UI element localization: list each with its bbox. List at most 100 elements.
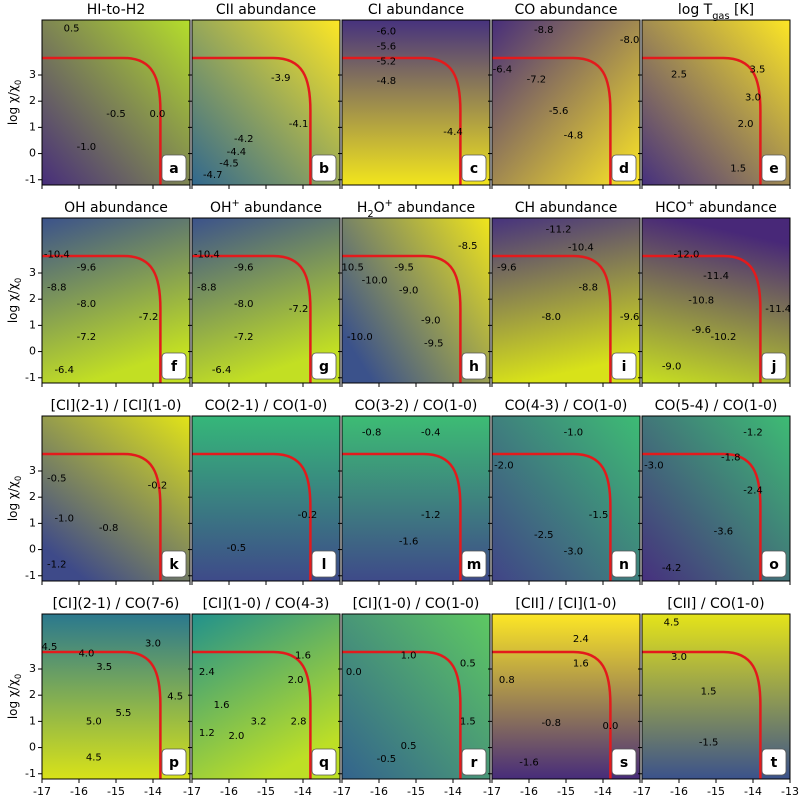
contour-label: 1.6 bbox=[573, 659, 589, 670]
panel-label-box bbox=[761, 154, 787, 182]
text-part: [CII] / [CI](1-0) bbox=[515, 596, 616, 612]
plot-area: -6.0 -5.6 -5.2 -4.8 -4.4 bbox=[342, 27, 463, 185]
contour-label: -8.0 bbox=[234, 299, 254, 310]
boundary-curve bbox=[492, 254, 612, 383]
contour-label: -1.5 bbox=[589, 510, 609, 521]
panel-label-box bbox=[761, 352, 787, 380]
contour-label: -4.7 bbox=[203, 170, 223, 181]
contour-label: -8.8 bbox=[47, 282, 67, 293]
panel: -8.5 -10.5 -10.0 -9.5 -9.0 -9.0 -10.0 -9.5 h H2O+… bbox=[338, 198, 491, 387]
panel-label: i bbox=[622, 359, 627, 375]
contour-label: -11.2 bbox=[546, 225, 572, 236]
text-part: 2 bbox=[367, 209, 373, 220]
contour-label: 0.0 bbox=[346, 667, 362, 678]
contour-label: -7.2 bbox=[527, 74, 547, 85]
contour-label: -1.0 bbox=[564, 428, 584, 439]
panel-label: r bbox=[471, 755, 478, 771]
text-part: CO abundance bbox=[514, 2, 617, 18]
plot-area: 1.0 0.5 0.0 1.5 0.5 -0.5 bbox=[342, 650, 476, 779]
contour-label: 3.0 bbox=[145, 639, 161, 650]
panel-label-box bbox=[611, 154, 637, 182]
text-part: OH abundance bbox=[64, 200, 168, 216]
plot-area: 4.5 4.03.5 3.0 5.0 5.5 4.5 4.5 bbox=[41, 639, 183, 779]
x-tick-label: -14 bbox=[294, 785, 312, 798]
contour-label: -10.4 bbox=[568, 243, 594, 254]
y-tick-label: 2 bbox=[29, 688, 36, 701]
contour-label: 4.5 bbox=[41, 642, 57, 653]
x-tick-label: -15 bbox=[257, 785, 275, 798]
boundary-curve bbox=[342, 452, 462, 581]
panel-title: OH abundance bbox=[64, 200, 168, 216]
boundary-curve bbox=[42, 452, 162, 581]
boundary-curve bbox=[42, 56, 162, 185]
y-tick-label: -1 bbox=[25, 371, 36, 384]
plot-area: -10.4 -9.6 -8.8 -8.0 -7.2 -7.2 -6.4 bbox=[42, 249, 162, 383]
x-tick-label: -14 bbox=[594, 785, 612, 798]
panel-label: g bbox=[319, 359, 329, 375]
contour-label: 1.0 bbox=[401, 650, 417, 661]
panel-label: m bbox=[467, 557, 482, 573]
contour-label: -6.4 bbox=[54, 365, 74, 376]
contour-label: 4.0 bbox=[78, 649, 94, 660]
panel-label-box bbox=[161, 154, 187, 182]
contour-label: -4.2 bbox=[234, 134, 254, 145]
contour-label: -4.2 bbox=[662, 563, 682, 574]
panel-title: CO(2-1) / CO(1-0) bbox=[205, 398, 328, 414]
contour-label: -0.8 bbox=[362, 428, 382, 439]
contour-label: -9.6 bbox=[620, 312, 640, 323]
contour-label: -4.5 bbox=[219, 159, 239, 170]
panel-title: CII abundance bbox=[216, 2, 316, 18]
text-part: CO(3-2) / CO(1-0) bbox=[355, 398, 478, 414]
contour-label: -0.5 bbox=[47, 474, 67, 485]
contour-label: -11.4 bbox=[765, 304, 791, 315]
contour-label: -7.2 bbox=[234, 332, 254, 343]
panel-title: CH abundance bbox=[515, 200, 618, 216]
contour-label: -6.0 bbox=[377, 27, 397, 38]
plot-area: -1.0 -2.0 -1.5 -2.5 -3.0 bbox=[492, 428, 612, 581]
contour-label: -5.6 bbox=[377, 41, 397, 52]
contour-label: 2.0 bbox=[228, 731, 244, 742]
y-tick-label: 3 bbox=[29, 266, 36, 279]
plot-area: -11.2 -10.4 -9.6 -8.8 -8.0 -9.6 bbox=[492, 225, 639, 383]
contour-label: -8.5 bbox=[458, 241, 478, 252]
contour-label: 4.5 bbox=[167, 692, 183, 703]
text-part: HCO bbox=[655, 200, 686, 216]
panel-label: n bbox=[619, 557, 629, 573]
contour-label: -11.4 bbox=[703, 271, 729, 282]
panel: 2.4 1.6 0.8 0.0 -0.8 -1.6 s [CII] / [CI](1-0) -1… bbox=[483, 596, 641, 800]
x-tick-label: -14 bbox=[144, 785, 162, 798]
panel-label-box bbox=[611, 550, 637, 578]
contour-label: 2.5 bbox=[671, 69, 687, 80]
contour-label: -8.0 bbox=[541, 312, 561, 323]
contour-label: 1.6 bbox=[214, 700, 230, 711]
x-tick-label: -15 bbox=[557, 785, 575, 798]
contour-label: 1.5 bbox=[460, 716, 476, 727]
text-part: + bbox=[232, 198, 240, 209]
panel: -11.2 -10.4 -9.6 -8.8 -8.0 -9.6 i CH abundance bbox=[488, 200, 641, 387]
panel: -10.4 -9.6 -8.8 -8.0 -7.2 -7.2 -6.4 f OH abundan… bbox=[6, 200, 191, 387]
panel-label: o bbox=[769, 557, 779, 573]
contour-label: -9.6 bbox=[691, 325, 711, 336]
boundary-curve bbox=[342, 56, 462, 185]
contour-label: -0.4 bbox=[421, 428, 441, 439]
panel: -12.0 -11.4 -11.4 -10.8 -10.2-9.6 -9.0 j HCO+ a… bbox=[638, 198, 791, 387]
plot-area: -12.0 -11.4 -11.4 -10.8 -10.2-9.6 -9.0 bbox=[642, 249, 791, 383]
panel: -0.2 -0.5 l CO(2-1) / CO(1-0) bbox=[188, 398, 341, 585]
text-part: CII abundance bbox=[216, 2, 316, 18]
text-part: H bbox=[357, 200, 368, 216]
text-part: CO(2-1) / CO(1-0) bbox=[205, 398, 328, 414]
contour-label: 0.5 bbox=[401, 741, 417, 752]
contour-label: 4.5 bbox=[86, 753, 102, 764]
contour-label: -10.4 bbox=[194, 249, 220, 260]
panel: 4.5 4.03.5 3.0 5.0 5.5 4.5 4.5 p [CI](2-1) / CO(… bbox=[6, 596, 191, 800]
y-tick-label: 0 bbox=[29, 147, 36, 160]
contour-label: -10.2 bbox=[710, 332, 736, 343]
contour-label: -0.5 bbox=[106, 109, 126, 120]
text-part: CH abundance bbox=[515, 200, 618, 216]
panel: -10.4 -9.6 -8.8 -8.0 -7.2 -7.2 -6.4 g OH+ abunda… bbox=[188, 198, 341, 387]
x-axis-label: log ζCR [s−1] bbox=[80, 799, 152, 800]
panel: 2.5 3.5 3.0 2.0 1.5 e log Tgas [K] bbox=[638, 2, 791, 189]
panel-label-box bbox=[161, 550, 187, 578]
panel-title: H2O+ abundance bbox=[357, 198, 475, 220]
contour-label: -0.2 bbox=[298, 510, 318, 521]
